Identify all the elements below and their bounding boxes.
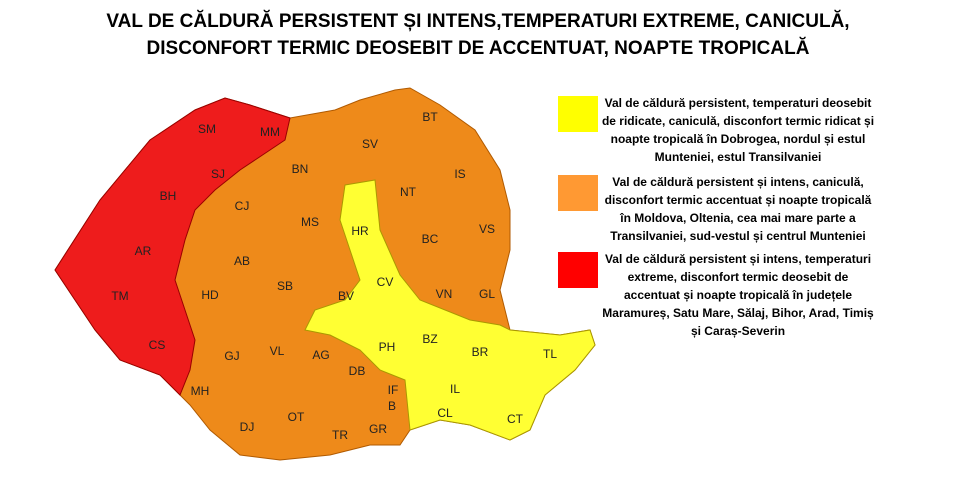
county-label: DB bbox=[349, 364, 366, 378]
legend-text: Val de căldură persistent, temperaturi d… bbox=[605, 96, 872, 110]
county-label: CV bbox=[377, 275, 394, 289]
county-label: BC bbox=[422, 232, 439, 246]
title-line: DISCONFORT TERMIC DEOSEBIT DE ACCENTUAT,… bbox=[147, 37, 810, 59]
legend-text: Maramureș, Satu Mare, Sălaj, Bihor, Arad… bbox=[602, 306, 874, 320]
county-label: BR bbox=[472, 345, 489, 359]
county-label: PH bbox=[379, 340, 396, 354]
county-label: CJ bbox=[235, 199, 250, 213]
legend-text: de ridicate, caniculă, disconfort termic… bbox=[602, 114, 874, 128]
county-label: AG bbox=[312, 348, 329, 362]
county-label: HD bbox=[201, 288, 219, 302]
county-label: BT bbox=[422, 110, 438, 124]
county-label: CT bbox=[507, 412, 524, 426]
county-label: GR bbox=[369, 422, 387, 436]
legend-text: noapte tropicală în Dobrogea, nordul și … bbox=[611, 132, 866, 146]
county-label: BH bbox=[160, 189, 177, 203]
county-label: CL bbox=[437, 406, 453, 420]
county-label: AB bbox=[234, 254, 250, 268]
legend-text: accentuat și noapte tropicală în județel… bbox=[624, 288, 852, 302]
legend-text: extreme, disconfort termic deosebit de bbox=[628, 270, 849, 284]
legend-text: disconfort termic accentuat și noapte tr… bbox=[605, 193, 872, 207]
county-label: SM bbox=[198, 122, 216, 136]
county-label: GJ bbox=[224, 349, 239, 363]
county-label: TM bbox=[111, 289, 128, 303]
legend-text: Val de căldură persistent și intens, can… bbox=[612, 175, 863, 189]
county-label: SJ bbox=[211, 167, 225, 181]
legend-text: Val de căldură persistent și intens, tem… bbox=[605, 252, 871, 266]
county-label: IF bbox=[388, 383, 399, 397]
legend-swatch bbox=[558, 96, 598, 132]
legend-text: Transilvaniei, sud-vestul și centrul Mun… bbox=[610, 229, 865, 243]
county-label: NT bbox=[400, 185, 417, 199]
county-label: VL bbox=[270, 344, 285, 358]
legend-swatch bbox=[558, 175, 598, 211]
county-label: VS bbox=[479, 222, 495, 236]
county-label: IL bbox=[450, 382, 460, 396]
county-label: MS bbox=[301, 215, 319, 229]
county-label: GL bbox=[479, 287, 495, 301]
region-yellow bbox=[304, 179, 596, 441]
region-red bbox=[54, 97, 291, 396]
county-label: CS bbox=[149, 338, 166, 352]
county-label: B bbox=[388, 399, 396, 413]
county-label: MH bbox=[191, 384, 210, 398]
county-label: VN bbox=[436, 287, 453, 301]
county-label: AR bbox=[135, 244, 152, 258]
county-label: TR bbox=[332, 428, 348, 442]
legend-text: în Moldova, Oltenia, cea mai mare parte … bbox=[619, 211, 856, 225]
county-label: OT bbox=[288, 410, 305, 424]
legend-swatch bbox=[558, 252, 598, 288]
county-label: BV bbox=[338, 289, 354, 303]
county-label: HR bbox=[351, 224, 369, 238]
county-label: IS bbox=[454, 167, 465, 181]
legend-text: Munteniei, estul Transilvaniei bbox=[655, 150, 822, 164]
legend-text: și Caraș-Severin bbox=[691, 324, 785, 338]
county-label: BN bbox=[292, 162, 309, 176]
county-label: SV bbox=[362, 137, 378, 151]
county-label: MM bbox=[260, 125, 280, 139]
county-label: DJ bbox=[240, 420, 255, 434]
county-label: TL bbox=[543, 347, 557, 361]
county-label: SB bbox=[277, 279, 293, 293]
title-line: VAL DE CĂLDURĂ PERSISTENT ȘI INTENS,TEMP… bbox=[106, 10, 849, 32]
county-label: BZ bbox=[422, 332, 437, 346]
